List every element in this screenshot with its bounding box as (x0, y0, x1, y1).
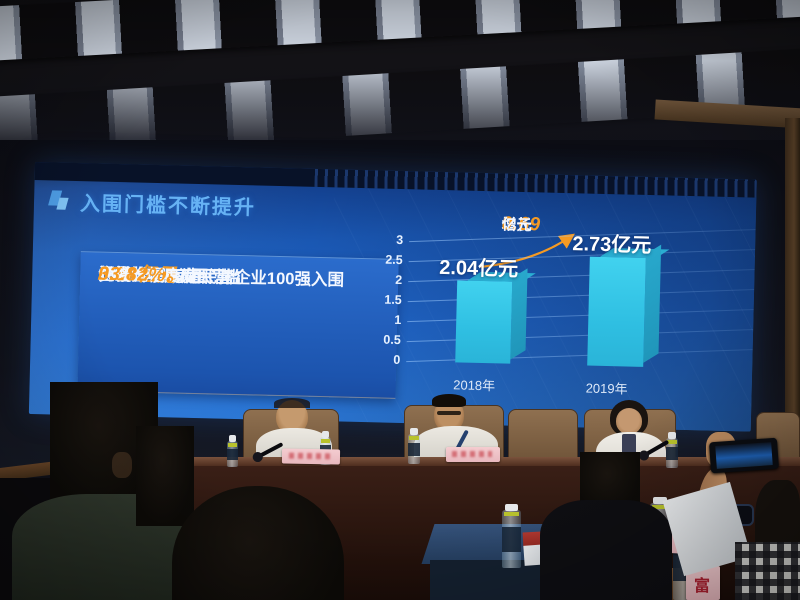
bottle-cap (228, 443, 237, 447)
bar-side-face (510, 268, 528, 360)
audience-black-jacket (540, 500, 672, 600)
water-bottle (408, 428, 420, 464)
y-axis-tick: 1 (394, 312, 402, 327)
title-bullet-icon (56, 197, 69, 210)
y-axis-tick: 2 (395, 272, 403, 288)
slide-textbox-lines: 2019年，海南民营企业100强入围 门槛达 2.73亿元 ，相比上年度民营 企业100… (96, 263, 383, 390)
bar-side-face (643, 244, 662, 363)
water-bottle (502, 504, 521, 568)
bottle-cap (503, 512, 520, 516)
speaker-right-inner-top (622, 434, 636, 456)
x-axis-label: 2019年 (585, 380, 628, 397)
y-axis-tick: 2.5 (385, 252, 403, 268)
name-card (281, 448, 341, 465)
x-axis-label: 2018年 (453, 377, 496, 394)
person-filming (640, 420, 800, 600)
audience-head (136, 426, 194, 526)
y-axis-tick: 0 (393, 352, 401, 367)
speaker-center-hair (432, 394, 466, 407)
y-axis-tick: 3 (396, 232, 404, 248)
name-card (446, 447, 500, 462)
speaker-right-head (616, 408, 642, 434)
plaid-garment (735, 542, 800, 600)
name-card-text: 富 (694, 578, 711, 595)
phone-screen (715, 442, 773, 469)
growth-annotation-suffix: 亿元 (501, 216, 532, 235)
bar-2018年 (455, 280, 513, 364)
smartphone (709, 437, 779, 474)
bar-2019年 (587, 256, 646, 367)
bottle-cap (321, 439, 330, 443)
ceiling-shadow (0, 0, 800, 152)
bar-value-label: 2.73亿元 (572, 232, 652, 257)
conference-table-top (150, 457, 800, 467)
bottle-cap (652, 505, 668, 509)
glasses (437, 411, 461, 415)
y-axis-tick: 1.5 (384, 292, 402, 307)
slide-textbox: 2019年，海南民营企业100强入围 门槛达 2.73亿元 ，相比上年度民营 企业100… (77, 251, 399, 399)
water-bottle (227, 435, 238, 467)
highlighted-number: 33.82%。 (98, 263, 186, 287)
projection-screen: 入围门槛不断提升 2019年，海南民营企业100强入围 门槛达 2.73亿元 ，相比上… (28, 162, 757, 432)
speaker-left-hair (274, 398, 310, 408)
wood-pillar (785, 118, 800, 436)
ceiling (0, 0, 800, 152)
name-card-text-blur (288, 452, 332, 460)
y-axis-tick: 0.5 (383, 332, 401, 347)
audience-head (172, 486, 344, 600)
bar-chart: 增长 0.69 亿元 3 2.5 2 1.5 1 0.5 0 2.04亿元 2018年 2.73亿元 2… (359, 204, 757, 432)
name-card-text-blur (452, 451, 493, 458)
bar-value-label: 2.04亿元 (438, 257, 519, 282)
audience-ear (112, 452, 132, 478)
bottle-cap (409, 436, 419, 440)
bottle-cap (667, 440, 677, 444)
water-bottle (666, 432, 678, 468)
